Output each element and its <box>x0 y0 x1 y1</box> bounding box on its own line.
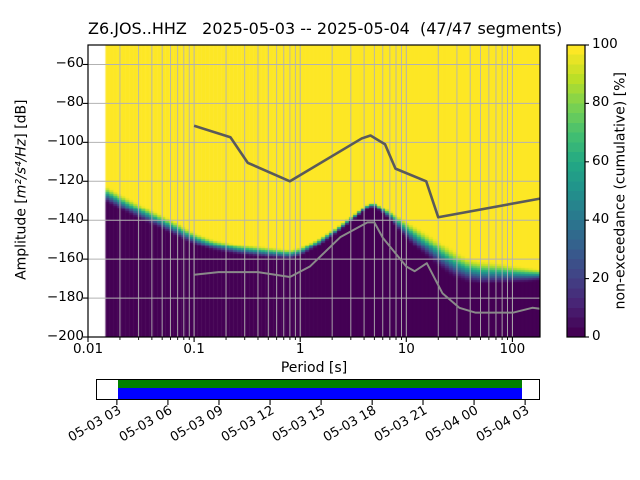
x-tick-label: 100 <box>499 341 526 357</box>
chart-title: Z6.JOS..HHZ 2025-05-03 -- 2025-05-04 (47… <box>88 19 563 38</box>
x-tick-label: 10 <box>397 341 415 357</box>
timeline-coverage-fill <box>117 380 523 399</box>
colorbar-tick-label: 20 <box>592 269 610 286</box>
y-tick-label: −180 <box>46 289 84 306</box>
timeline-tick-label: 05-04 03 <box>474 403 533 446</box>
colorbar-tick-label: 0 <box>592 328 601 344</box>
colorbar-label: non-exceedance (cumulative) [%] <box>612 72 629 310</box>
colorbar-tick-label: 80 <box>592 94 610 111</box>
y-tick-label: −160 <box>46 250 84 267</box>
y-tick-label: −140 <box>46 211 84 228</box>
x-tick-label: 0.01 <box>72 341 104 357</box>
ppsd-heatmap-canvas <box>88 45 540 337</box>
x-axis-label: Period [s] <box>280 360 348 376</box>
y-tick-label: −200 <box>46 328 84 344</box>
y-tick-label: −80 <box>55 94 85 111</box>
timeline-coverage-bar <box>96 379 540 400</box>
colorbar-tick-label: 60 <box>592 152 610 169</box>
y-axis-label-prefix: Amplitude [ <box>13 198 30 280</box>
y-tick-label: −100 <box>46 133 84 150</box>
y-tick-label: −60 <box>55 55 85 72</box>
colorbar-gradient <box>567 45 585 337</box>
colorbar-tick-label: 100 <box>592 36 618 52</box>
timeline-coverage-blue <box>117 387 523 399</box>
y-tick-label: −120 <box>46 172 84 189</box>
x-tick-label: 0.1 <box>183 341 205 357</box>
colorbar-tick-label: 40 <box>592 211 610 228</box>
timeline-coverage-green <box>117 380 523 388</box>
x-tick-label: 1 <box>295 341 305 357</box>
